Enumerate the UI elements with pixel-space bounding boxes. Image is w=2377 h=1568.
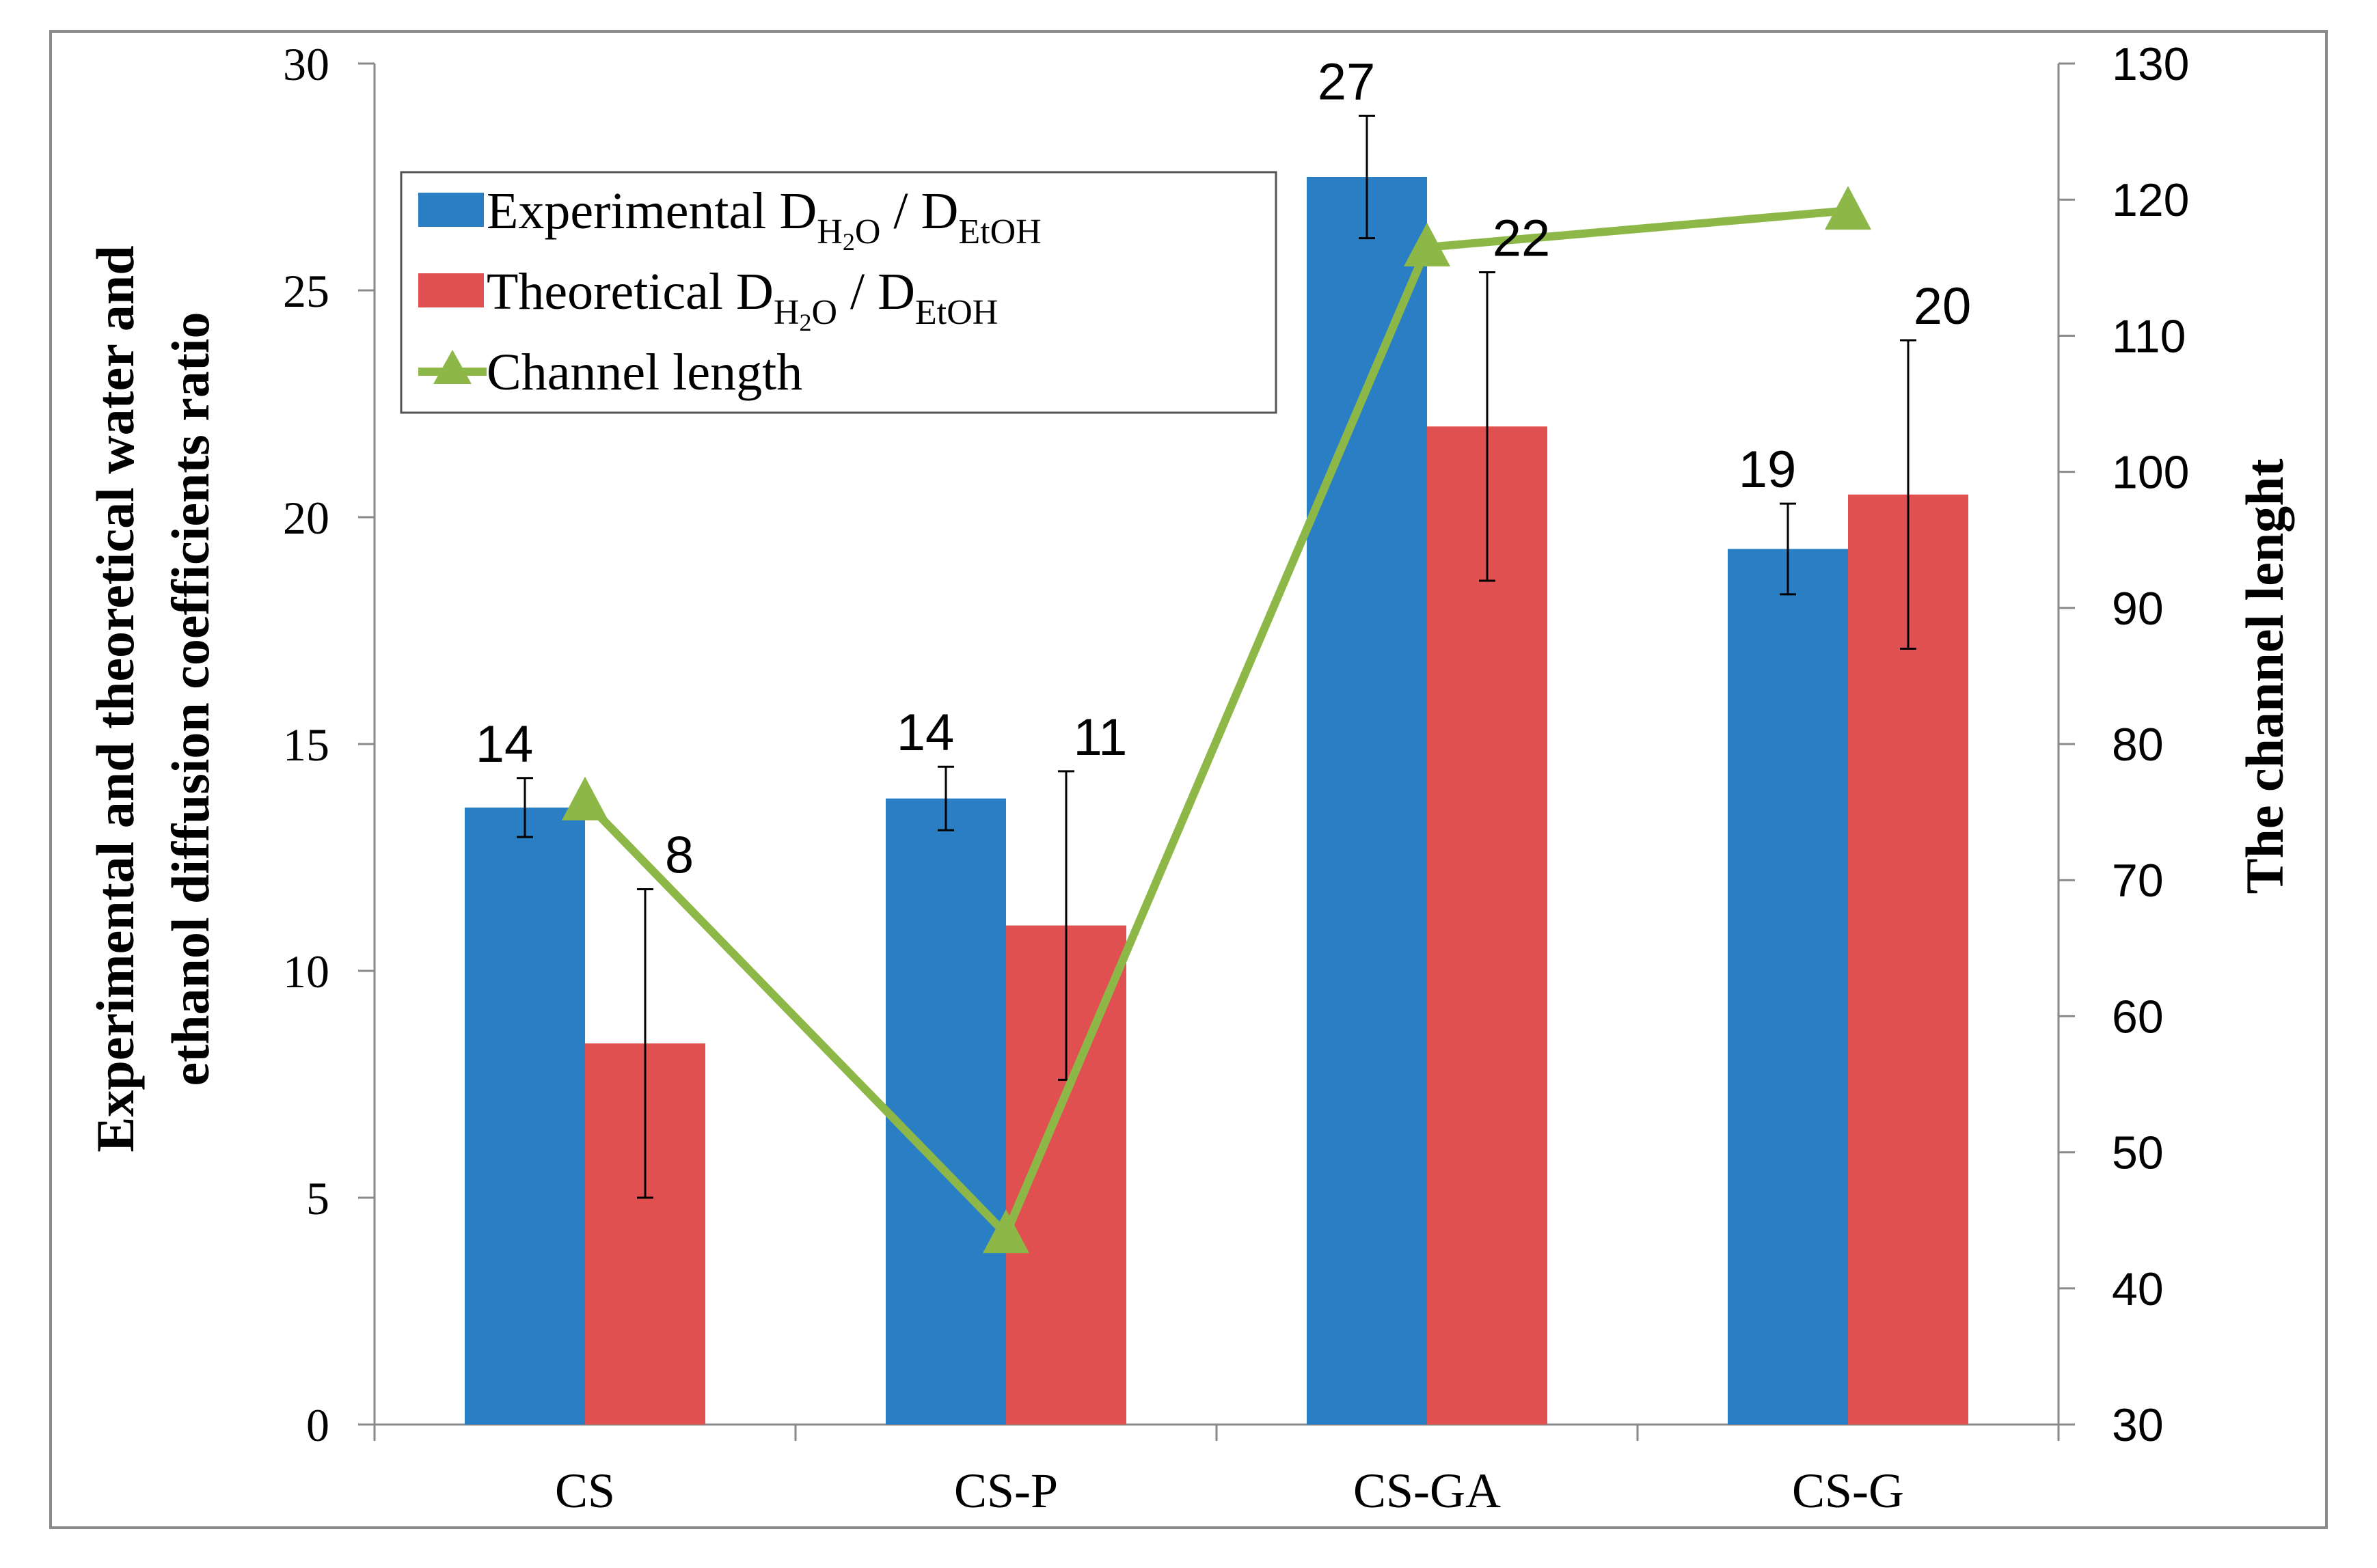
legend-theoretical-sub3: O — [811, 293, 837, 332]
legend-experimental-main: Experimental D — [487, 182, 817, 240]
data-label: 14 — [897, 704, 955, 762]
legend-experimental-sub2: 2 — [843, 228, 855, 256]
y2-tick-label: 100 — [2112, 447, 2189, 499]
y2-tick-label: 70 — [2112, 855, 2164, 907]
legend-theoretical-etoh: EtOH — [915, 293, 998, 332]
legend: Experimental DH2O / DEtOH Theoretical DH… — [400, 171, 1277, 414]
y-tick-label: 15 — [283, 719, 329, 771]
y-tick-label: 25 — [283, 265, 329, 317]
legend-experimental-sub3: O — [855, 212, 881, 251]
y-tick-label: 20 — [283, 492, 329, 544]
legend-label-experimental: Experimental DH2O / DEtOH — [487, 182, 1042, 256]
error-bars — [517, 114, 1916, 1199]
legend-swatch-theoretical — [418, 273, 484, 307]
legend-triangle-marker — [433, 350, 472, 384]
y2-tick-label: 90 — [2112, 583, 2164, 635]
axes: 0 5 10 15 20 25 30 30 40 50 60 70 80 90 100 110 120 130 CS… — [283, 38, 2189, 1518]
y-tick-label: 10 — [283, 946, 329, 998]
data-label: 19 — [1739, 441, 1797, 499]
data-label: 8 — [665, 826, 694, 884]
legend-label-channel: Channel length — [487, 344, 802, 401]
data-label: 22 — [1493, 209, 1551, 267]
y2-tick-label: 50 — [2112, 1127, 2164, 1179]
y2-tick-label: 110 — [2112, 310, 2186, 362]
y2-tick-label: 30 — [2112, 1399, 2164, 1451]
legend-experimental-sub1: H — [817, 212, 843, 251]
channel-length-polyline — [582, 206, 1849, 1239]
bar-cs-ga-theoretical — [1427, 426, 1547, 1425]
channel-length-marker — [1404, 222, 1450, 266]
legend-label-theoretical: Theoretical DH2O / DEtOH — [487, 263, 998, 336]
data-label: 14 — [476, 715, 534, 773]
y2-tick-label: 40 — [2112, 1263, 2164, 1315]
x-tick-label: CS-G — [1792, 1463, 1904, 1518]
legend-theoretical-sub1: H — [774, 293, 800, 332]
legend-swatch-experimental — [418, 193, 484, 227]
y-tick-label: 30 — [283, 38, 329, 90]
y2-tick-label: 60 — [2112, 991, 2164, 1043]
data-label: 27 — [1318, 53, 1376, 111]
y2-axis-title: The channel lenght — [2235, 458, 2294, 894]
y2-tick-label: 130 — [2112, 38, 2189, 90]
y-axis-title-line1: Experimental and theoretical water and — [85, 245, 145, 1152]
legend-experimental-etoh: EtOH — [958, 212, 1041, 251]
legend-experimental-slash: / D — [880, 182, 958, 240]
bar-cs-g-experimental — [1728, 549, 1848, 1425]
channel-length-line — [562, 186, 1871, 1254]
bar-cs-experimental — [465, 807, 585, 1425]
x-tick-label: CS-P — [954, 1463, 1058, 1518]
legend-box — [400, 171, 1277, 414]
legend-theoretical-sub2: 2 — [799, 309, 811, 336]
x-tick-label: CS-GA — [1353, 1463, 1501, 1518]
y-axis-title-line2: ethanol diffusion coefficients ratio — [161, 312, 220, 1086]
channel-length-marker — [983, 1209, 1029, 1254]
legend-theoretical-main: Theoretical D — [487, 263, 774, 320]
channel-length-marker — [1825, 186, 1871, 230]
data-label: 11 — [1074, 709, 1128, 767]
y-tick-label: 0 — [306, 1399, 329, 1451]
bar-cs-ga-experimental — [1307, 177, 1427, 1425]
bars — [465, 177, 1968, 1425]
channel-length-marker — [562, 776, 608, 821]
bar-cs-p-experimental — [886, 798, 1006, 1425]
x-tick-label: CS — [555, 1463, 615, 1518]
y2-tick-label: 80 — [2112, 719, 2164, 771]
legend-theoretical-slash: / D — [837, 263, 915, 320]
data-label: 20 — [1914, 277, 1972, 335]
y-tick-label: 5 — [306, 1172, 329, 1224]
y2-tick-label: 120 — [2112, 174, 2189, 226]
